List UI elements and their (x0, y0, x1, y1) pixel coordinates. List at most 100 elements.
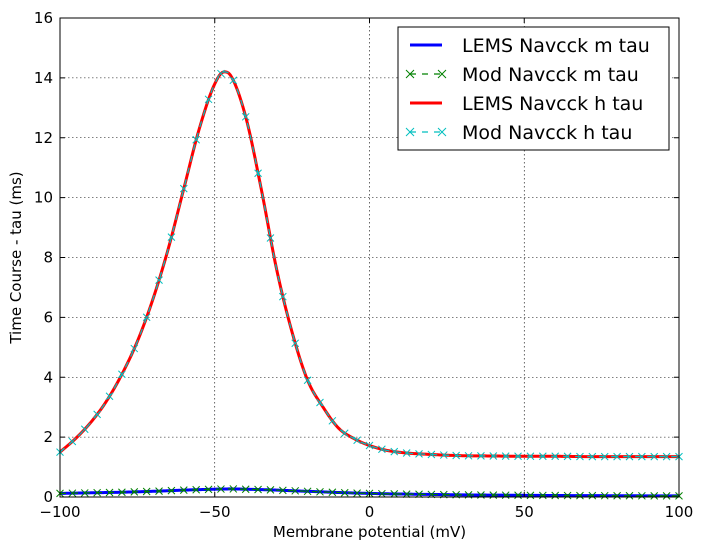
data-point-marker (316, 487, 324, 496)
data-point-marker (625, 491, 634, 500)
x-axis-label: Membrane potential (mV) (273, 523, 466, 541)
legend-item: Mod Navcck m tau (405, 64, 639, 86)
data-point-marker (254, 169, 262, 178)
data-point-marker (576, 491, 584, 500)
legend-box (397, 26, 670, 151)
series-line (59, 71, 679, 458)
data-point-marker (118, 370, 126, 379)
data-point-marker (204, 485, 213, 494)
data-point-marker (365, 441, 374, 450)
data-point-marker (551, 452, 560, 461)
data-point-marker (68, 489, 77, 498)
data-point-marker (241, 112, 250, 121)
legend-label: Mod Navcck m tau (462, 64, 639, 86)
data-point-marker (241, 485, 250, 494)
data-point-marker (217, 69, 225, 78)
data-point-marker (340, 429, 349, 438)
data-point-marker (477, 452, 485, 460)
data-point-marker (402, 490, 411, 498)
data-point-marker (217, 485, 225, 493)
data-point-marker (514, 452, 522, 461)
data-point-marker (229, 485, 238, 493)
data-point-marker (278, 292, 287, 301)
series-mod-navcck-h-tau (56, 69, 683, 461)
data-point-marker (650, 491, 659, 500)
data-point-marker (328, 488, 337, 497)
data-point-marker (538, 491, 547, 500)
data-point-marker (130, 488, 139, 496)
y-tick-label: 12 (34, 129, 53, 147)
data-point-marker (600, 491, 609, 500)
data-point-marker (551, 491, 560, 500)
data-point-marker (303, 376, 312, 385)
data-point-marker (576, 452, 584, 461)
legend-item: LEMS Navcck m tau (410, 35, 650, 57)
legend-label: LEMS Navcck m tau (462, 35, 650, 57)
data-point-marker (353, 489, 361, 497)
data-point-marker (588, 452, 597, 461)
data-point-marker (328, 416, 337, 425)
data-point-marker (501, 491, 510, 500)
data-point-marker (80, 425, 89, 434)
y-tick-label: 2 (43, 428, 53, 446)
y-tick-label: 6 (43, 308, 53, 326)
data-point-marker (93, 488, 101, 497)
data-point-marker (501, 452, 510, 460)
data-point-marker (278, 486, 287, 495)
data-point-marker (402, 449, 411, 457)
legend-item: LEMS Navcck h tau (410, 93, 643, 115)
data-point-marker (378, 445, 386, 454)
series-mod-navcck-m-tau (56, 485, 683, 500)
y-tick-label: 10 (34, 189, 53, 207)
data-point-marker (662, 452, 671, 461)
data-point-marker (439, 451, 448, 459)
data-point-marker (526, 452, 535, 461)
data-point-marker (662, 492, 671, 500)
data-point-marker (538, 452, 547, 461)
data-point-marker (303, 487, 312, 496)
data-point-marker (155, 276, 163, 284)
data-point-marker (613, 491, 621, 500)
legend: LEMS Navcck m tau Mod Navcck m tau LEMS Na… (397, 26, 670, 151)
data-point-marker (118, 488, 126, 497)
y-tick-label: 0 (43, 488, 53, 506)
x-tick-label: 100 (665, 503, 694, 521)
y-tick-label: 14 (34, 69, 53, 87)
legend-item: Mod Navcck h tau (405, 122, 632, 144)
axis-ticks: −100 −50 0 50 100 0 2 4 6 8 10 12 14 16 (34, 9, 693, 521)
data-point-marker (316, 398, 324, 407)
data-point-marker (415, 449, 423, 458)
data-point-marker (93, 410, 101, 419)
data-point-marker (390, 490, 399, 498)
y-tick-label: 4 (43, 368, 53, 386)
data-point-marker (353, 436, 361, 445)
x-tick-label: −50 (199, 503, 231, 521)
data-point-marker (142, 487, 151, 496)
data-point-marker (588, 491, 597, 500)
data-point-marker (464, 451, 473, 460)
data-point-marker (650, 452, 659, 461)
data-point-marker (390, 447, 399, 456)
data-point-marker (638, 452, 646, 461)
data-point-marker (514, 491, 522, 500)
data-point-marker (80, 489, 89, 497)
data-point-marker (204, 95, 213, 104)
data-point-marker (291, 486, 300, 495)
x-tick-label: −100 (39, 503, 80, 521)
data-point-marker (378, 489, 386, 498)
data-point-marker (142, 313, 151, 322)
data-point-marker (625, 452, 634, 461)
data-point-marker (254, 485, 262, 494)
series-group (56, 69, 683, 500)
data-point-marker (167, 233, 176, 241)
data-point-marker (638, 491, 646, 500)
data-point-marker (192, 135, 201, 144)
data-point-marker (105, 392, 114, 401)
x-tick-label: 0 (365, 503, 375, 521)
legend-label: LEMS Navcck h tau (462, 93, 643, 115)
data-point-marker (192, 485, 201, 494)
data-point-marker (68, 437, 77, 446)
data-point-marker (613, 452, 621, 461)
data-point-marker (427, 450, 436, 459)
data-point-marker (291, 339, 300, 348)
